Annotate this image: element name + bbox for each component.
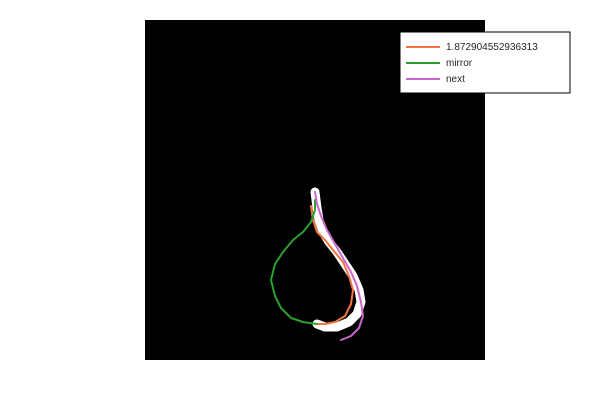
legend: 1.872904552936313 mirror next [399, 31, 571, 94]
series-line-3 [314, 191, 364, 341]
series-layer [270, 191, 364, 341]
series-line-2 [270, 199, 318, 325]
legend-label-series-1: 1.872904552936313 [446, 42, 538, 53]
legend-box [399, 31, 571, 94]
legend-label-series-2: mirror [446, 58, 473, 69]
series-line-1 [310, 205, 354, 325]
legend-label-series-3: next [446, 74, 465, 85]
